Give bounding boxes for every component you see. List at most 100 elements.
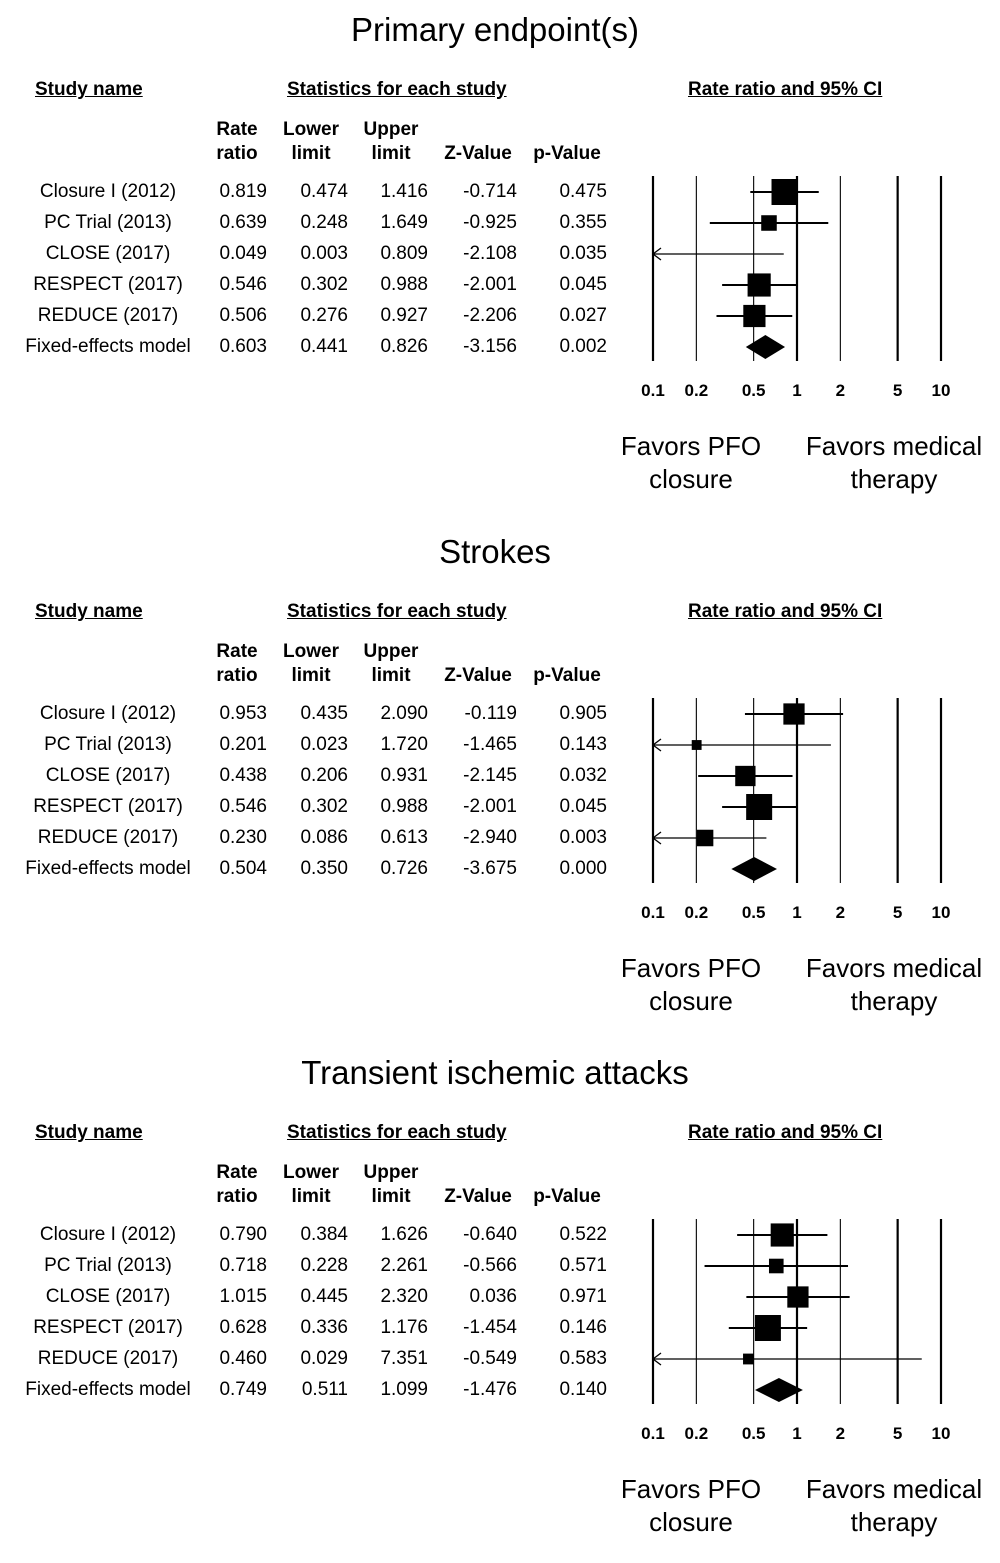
x-tick-label: 0.2: [685, 903, 709, 922]
study-name-cell: PC Trial (2013): [44, 734, 172, 755]
panel-title: Primary endpoint(s): [351, 11, 639, 48]
rate-ratio-column-header: Rate ratio: [216, 119, 258, 164]
x-tick-label: 5: [893, 903, 902, 922]
study-point-box: [743, 1353, 754, 1365]
p-value-cell: 0.475: [559, 181, 607, 202]
rate-ratio-cell: 0.953: [219, 703, 267, 724]
favors-pfo-closure-label: Favors PFO closure: [620, 431, 762, 494]
upper-limit-cell: 0.988: [380, 796, 428, 817]
rate-ratio-cell: 0.546: [219, 274, 267, 295]
rate-ratio-cell: 0.628: [219, 1317, 267, 1338]
x-tick-label: 2: [836, 903, 845, 922]
x-tick-label: 10: [932, 381, 951, 400]
lower-limit-cell: 0.445: [300, 1286, 348, 1307]
p-value-cell: 0.355: [559, 212, 607, 233]
rate-ratio-column-header: Rate ratio: [216, 1162, 258, 1207]
lower-limit-cell: 0.302: [300, 796, 348, 817]
upper-limit-cell: 1.720: [380, 734, 428, 755]
lower-limit-cell: 0.474: [300, 181, 348, 202]
upper-limit-cell: 7.351: [380, 1348, 428, 1369]
z-value-cell: -2.001: [463, 796, 517, 817]
lower-limit-cell: 0.248: [300, 212, 348, 233]
rate-ratio-ci-header: Rate ratio and 95% CI: [688, 601, 883, 622]
p-value-cell: 0.522: [559, 1224, 607, 1245]
ci-arrow-left: [651, 738, 662, 752]
study-point-box: [768, 1258, 784, 1274]
lower-limit-cell: 0.511: [301, 1379, 348, 1400]
upper-limit-cell: 0.988: [380, 274, 428, 295]
lower-limit-cell: 0.435: [300, 703, 348, 724]
forest-panel-2: Strokes Study name Statistics for each s…: [0, 522, 1000, 1042]
p-value-cell: 0.027: [559, 305, 607, 326]
study-name-cell: Closure I (2012): [39, 703, 177, 724]
statistics-header: Statistics for each study: [287, 79, 507, 100]
z-value-column-header: Z-Value: [444, 143, 512, 164]
panel-title: Strokes: [439, 533, 551, 570]
z-value-cell: -0.714: [463, 181, 517, 202]
study-name-cell: RESPECT (2017): [33, 1317, 183, 1338]
upper-limit-cell: 2.261: [380, 1255, 428, 1276]
upper-limit-cell: 0.613: [380, 827, 428, 848]
study-point-box: [770, 1223, 794, 1247]
x-tick-label: 5: [893, 1424, 902, 1443]
panel-title: Transient ischemic attacks: [301, 1054, 689, 1091]
z-value-cell: 0.036: [469, 1286, 517, 1307]
rate-ratio-cell: 0.230: [219, 827, 267, 848]
p-value-column-header: p-Value: [533, 1186, 601, 1207]
study-point-box: [754, 1315, 781, 1341]
study-name-cell: REDUCE (2017): [37, 1348, 179, 1369]
upper-limit-cell: 2.090: [380, 703, 428, 724]
upper-limit-column-header: Upper limit: [363, 119, 419, 164]
study-name-cell: REDUCE (2017): [37, 827, 179, 848]
z-value-cell: -1.465: [463, 734, 517, 755]
favors-pfo-closure-label: Favors PFO closure: [620, 953, 762, 1016]
x-tick-label: 0.1: [641, 381, 665, 400]
p-value-column-header: p-Value: [533, 143, 601, 164]
lower-limit-cell: 0.302: [300, 274, 348, 295]
rate-ratio-ci-header: Rate ratio and 95% CI: [688, 79, 883, 100]
x-tick-label: 1: [792, 1424, 801, 1443]
summary-model-name-cell: Fixed-effects model: [25, 858, 191, 879]
p-value-cell: 0.143: [559, 734, 607, 755]
x-tick-label: 0.1: [641, 1424, 665, 1443]
x-tick-label: 0.2: [685, 381, 709, 400]
p-value-cell: 0.003: [559, 827, 607, 848]
upper-limit-cell: 0.927: [380, 305, 428, 326]
rate-ratio-cell: 0.819: [219, 181, 267, 202]
summary-diamond: [745, 335, 786, 359]
p-value-cell: 0.032: [559, 765, 607, 786]
summary-model-name-cell: Fixed-effects model: [25, 1379, 191, 1400]
study-name-cell: PC Trial (2013): [44, 212, 172, 233]
lower-limit-column-header: Lower limit: [283, 641, 339, 686]
lower-limit-cell: 0.228: [300, 1255, 348, 1276]
study-point-box: [747, 273, 771, 297]
z-value-cell: -0.925: [463, 212, 517, 233]
rate-ratio-cell: 0.790: [219, 1224, 267, 1245]
rate-ratio-cell: 0.749: [219, 1379, 267, 1400]
study-name-cell: PC Trial (2013): [44, 1255, 172, 1276]
rate-ratio-cell: 1.015: [219, 1286, 267, 1307]
lower-limit-cell: 0.441: [300, 336, 348, 357]
x-tick-label: 0.2: [685, 1424, 709, 1443]
forest-plot: 0.1 0.2 0.5 1 2 5 10: [641, 698, 951, 922]
upper-limit-cell: 1.099: [380, 1379, 428, 1400]
rate-ratio-cell: 0.506: [219, 305, 267, 326]
rate-ratio-cell: 0.438: [219, 765, 267, 786]
rate-ratio-cell: 0.049: [219, 243, 267, 264]
x-tick-label: 1: [792, 381, 801, 400]
z-value-cell: -3.156: [463, 336, 517, 357]
x-tick-label: 0.5: [742, 381, 766, 400]
study-point-box: [761, 215, 777, 231]
lower-limit-cell: 0.384: [300, 1224, 348, 1245]
study-name-header: Study name: [35, 601, 143, 622]
p-value-cell: 0.146: [559, 1317, 607, 1338]
upper-limit-cell: 1.626: [380, 1224, 428, 1245]
p-value-cell: 0.035: [559, 243, 607, 264]
z-value-cell: -1.476: [463, 1379, 517, 1400]
statistics-header: Statistics for each study: [287, 601, 507, 622]
study-point-box: [696, 829, 714, 847]
x-tick-label: 10: [932, 903, 951, 922]
study-point-box: [771, 179, 798, 205]
study-point-box: [746, 794, 773, 820]
rate-ratio-ci-header: Rate ratio and 95% CI: [688, 1122, 883, 1143]
